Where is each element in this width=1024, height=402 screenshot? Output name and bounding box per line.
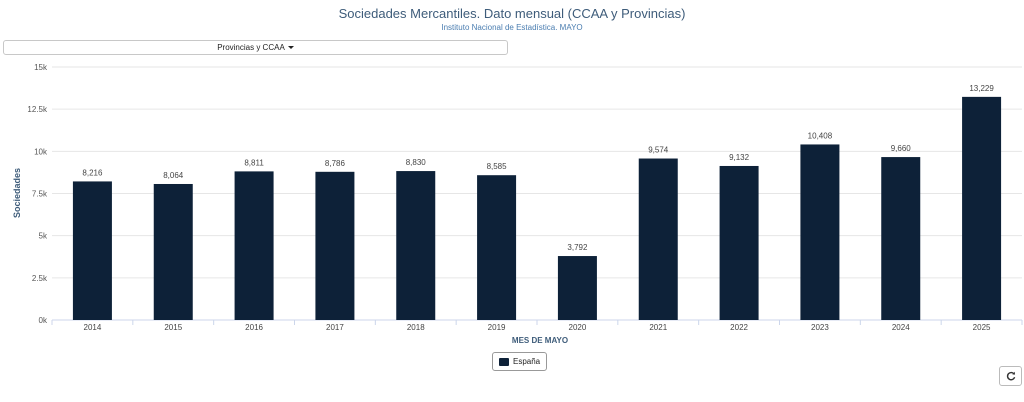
bar-2016[interactable] <box>234 171 274 320</box>
data-label: 9,660 <box>891 144 912 153</box>
y-tick-label: 5k <box>39 232 48 241</box>
chart-subtitle: Instituto Nacional de Estadística. MAYO <box>441 23 583 32</box>
data-label: 8,064 <box>163 171 184 180</box>
x-tick-label: 2025 <box>973 323 991 332</box>
data-label: 8,585 <box>487 162 508 171</box>
bar-2017[interactable] <box>315 171 355 320</box>
x-tick-label: 2018 <box>407 323 425 332</box>
x-tick-label: 2020 <box>569 323 587 332</box>
x-tick-label: 2024 <box>892 323 910 332</box>
bar-2019[interactable] <box>477 175 517 320</box>
data-label: 9,574 <box>648 146 669 155</box>
refresh-icon <box>1006 371 1015 381</box>
x-tick-label: 2023 <box>811 323 829 332</box>
bar-2015[interactable] <box>153 183 193 320</box>
x-tick-label: 2015 <box>164 323 182 332</box>
x-tick-label: 2021 <box>649 323 667 332</box>
data-label: 8,786 <box>325 159 346 168</box>
bar-2018[interactable] <box>396 171 436 320</box>
legend-item-espana[interactable]: España <box>492 352 548 371</box>
y-tick-label: 12.5k <box>27 105 48 114</box>
y-tick-label: 7.5k <box>32 190 48 199</box>
region-selector-dropdown[interactable]: Provincias y CCAA <box>3 40 508 55</box>
bar-2020[interactable] <box>557 256 597 320</box>
caret-down-icon <box>287 46 294 50</box>
chart-title: Sociedades Mercantiles. Dato mensual (CC… <box>338 6 686 21</box>
data-label: 8,830 <box>406 158 427 167</box>
y-axis-label: Sociedades <box>12 168 22 218</box>
y-tick-label: 0k <box>39 316 48 325</box>
bar-2023[interactable] <box>800 144 840 320</box>
bar-2024[interactable] <box>881 157 921 320</box>
data-label: 3,792 <box>567 243 588 252</box>
refresh-button[interactable] <box>999 366 1022 386</box>
data-label: 13,229 <box>969 84 994 93</box>
x-axis-label: MES DE MAYO <box>512 336 568 345</box>
x-tick-label: 2017 <box>326 323 344 332</box>
data-label: 8,811 <box>244 158 264 167</box>
x-tick-label: 2014 <box>84 323 102 332</box>
bar-2025[interactable] <box>962 96 1002 320</box>
data-label: 9,132 <box>729 153 750 162</box>
bar-2021[interactable] <box>638 158 678 320</box>
x-tick-label: 2019 <box>488 323 506 332</box>
bar-2022[interactable] <box>719 165 759 320</box>
y-tick-label: 2.5k <box>32 274 48 283</box>
data-label: 10,408 <box>808 131 833 140</box>
y-tick-label: 15k <box>34 63 48 72</box>
legend-swatch <box>499 357 509 366</box>
y-tick-label: 10k <box>34 147 48 156</box>
x-tick-label: 2022 <box>730 323 748 332</box>
data-label: 8,216 <box>82 168 103 177</box>
region-selector-label: Provincias y CCAA <box>217 43 285 52</box>
bar-2014[interactable] <box>72 181 112 320</box>
x-tick-label: 2016 <box>245 323 263 332</box>
legend-label: España <box>513 357 541 366</box>
